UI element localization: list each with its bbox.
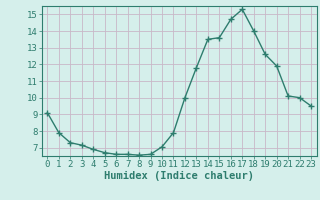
X-axis label: Humidex (Indice chaleur): Humidex (Indice chaleur)	[104, 171, 254, 181]
